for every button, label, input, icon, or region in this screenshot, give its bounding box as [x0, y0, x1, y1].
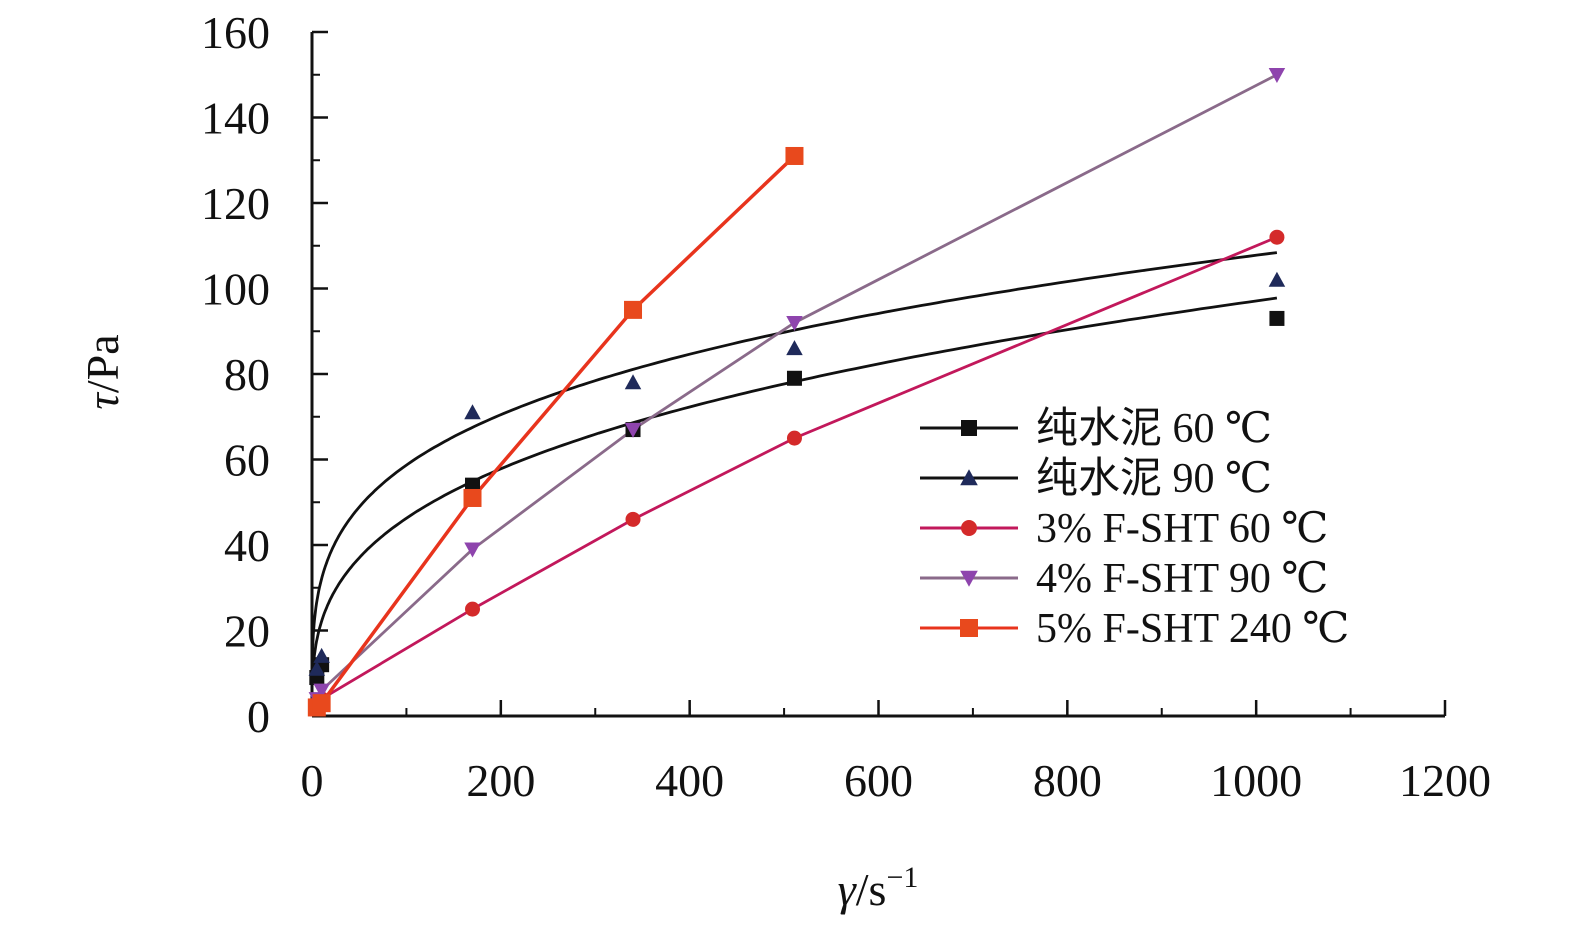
x-tick-label: 400: [655, 755, 724, 806]
data-point-series-4: [786, 315, 803, 331]
y-tick-label: 80: [224, 349, 270, 400]
data-point-series-2: [313, 647, 330, 663]
legend-marker: [960, 619, 978, 637]
x-tick-label: 200: [466, 755, 535, 806]
x-tick-label: 600: [844, 755, 913, 806]
data-point-series-1: [465, 477, 481, 493]
data-point-series-1: [1269, 310, 1285, 326]
y-tick-label: 20: [224, 606, 270, 657]
y-tick-label: 100: [201, 264, 270, 315]
y-tick-label: 60: [224, 435, 270, 486]
series-line-5: [315, 154, 796, 709]
legend-marker: [961, 520, 977, 536]
legend-label: 5% F-SHT 240 ℃: [1036, 606, 1349, 652]
legend-marker: [960, 469, 978, 486]
data-point-series-2: [1268, 271, 1286, 287]
x-axis-title: γ/s−1: [838, 861, 919, 915]
data-point-series-3: [1269, 229, 1285, 245]
x-tick-label: 800: [1033, 755, 1102, 806]
x-tick-labels: 0 200 400 600 800 1000 1200: [301, 755, 1492, 806]
data-point-series-4: [464, 542, 481, 558]
x-axis-exponent: −1: [886, 861, 918, 894]
data-point-series-3: [786, 430, 802, 446]
x-tick-label: 0: [301, 755, 324, 806]
y-tick-labels: 0 20 40 60 80 100 120 140 160: [201, 7, 270, 742]
series-line-1: [311, 296, 1278, 681]
y-tick-label: 40: [224, 520, 270, 571]
data-point-series-2: [624, 374, 642, 390]
legend-item: 3% F-SHT 60 ℃: [920, 506, 1328, 552]
data-point-series-5: [785, 146, 804, 165]
x-axis-symbol: γ: [838, 864, 858, 915]
legend-item: 5% F-SHT 240 ℃: [920, 606, 1349, 652]
y-axis-symbol: τ: [77, 392, 128, 410]
legend-label: 纯水泥 60 ℃: [1036, 406, 1272, 452]
legend-item: 纯水泥 60 ℃: [920, 406, 1272, 452]
data-point-series-4: [624, 422, 642, 438]
y-axis-title: τ/Pa: [77, 334, 128, 409]
y-axis-unit: /Pa: [77, 334, 128, 393]
legend-marker: [961, 420, 977, 436]
legend-item: 4% F-SHT 90 ℃: [920, 556, 1328, 602]
series-line-2: [311, 251, 1278, 655]
legend-item: 纯水泥 90 ℃: [920, 456, 1272, 502]
data-point-series-3: [625, 511, 641, 527]
data-point-series-2: [786, 340, 803, 356]
y-tick-label: 160: [201, 7, 270, 58]
data-point-series-5: [463, 488, 482, 507]
y-tick-label: 120: [201, 178, 270, 229]
data-point-series-3: [465, 601, 481, 617]
data-point-series-4: [313, 683, 330, 699]
data-point-series-4: [1268, 68, 1286, 83]
x-tick-label: 1200: [1399, 755, 1491, 806]
legend-label: 4% F-SHT 90 ℃: [1036, 556, 1328, 602]
data-point-series-5: [624, 300, 643, 319]
data-point-series-2: [464, 404, 481, 420]
data-markers: [307, 68, 1286, 717]
data-point-series-5: [312, 694, 331, 713]
data-point-series-1: [786, 370, 802, 386]
legend-marker: [960, 570, 978, 587]
x-axis-unit: /s: [856, 864, 887, 915]
y-tick-label: 140: [201, 93, 270, 144]
x-tick-label: 1000: [1210, 755, 1302, 806]
data-point-series-2: [308, 660, 326, 676]
legend-label: 3% F-SHT 60 ℃: [1036, 506, 1328, 552]
y-tick-label: 0: [247, 691, 270, 742]
legend-label: 纯水泥 90 ℃: [1036, 456, 1272, 502]
